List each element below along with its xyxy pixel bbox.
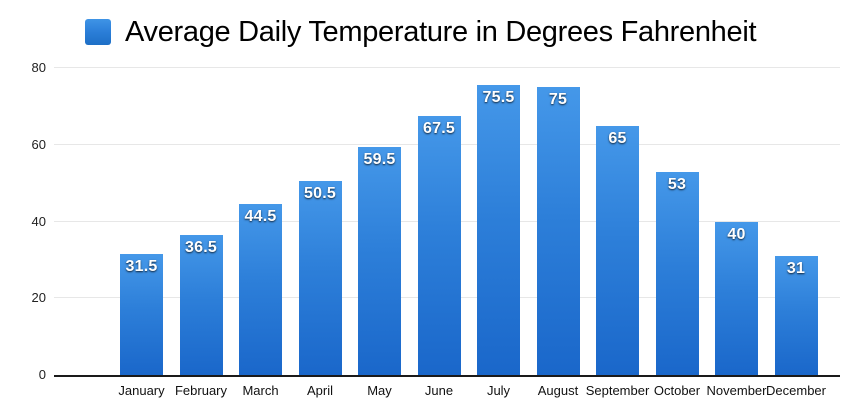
x-axis-label-june: June (424, 383, 454, 398)
y-axis-label-20: 20 (31, 290, 46, 306)
bar-value-label-december: 31 (786, 260, 806, 278)
bar-value-label-january: 31.5 (125, 258, 158, 276)
y-axis-label-60: 60 (31, 136, 46, 152)
bar-november: 40 (715, 221, 758, 375)
bar-september: 65 (596, 125, 639, 375)
x-axis-label-april: April (306, 383, 333, 398)
y-axis-label-80: 80 (31, 60, 46, 75)
bar-value-label-july: 75.5 (482, 89, 515, 107)
plot-area: 0 20 40 60 80 31.5 January 36.5 February 44.5 Marc… (32, 60, 840, 398)
gridline-80 (54, 67, 840, 68)
bar-january: 31.5 (120, 254, 163, 375)
bar-march: 44.5 (239, 204, 282, 375)
bar-april: 50.5 (298, 181, 342, 375)
bar-value-label-october: 53 (667, 175, 687, 193)
bar-value-label-november: 40 (727, 225, 746, 243)
chart-title: Average Daily Temperature in Degrees Fah… (125, 16, 757, 48)
bar-december: 31 (774, 256, 818, 375)
bar-value-label-september: 65 (608, 129, 627, 147)
bar-value-label-august: 75 (548, 91, 568, 109)
series-legend-swatch-icon (85, 19, 111, 45)
bar-october: 53 (655, 171, 699, 375)
x-axis-label-august: August (537, 383, 579, 398)
x-axis-label-october: October (653, 383, 701, 398)
x-axis-label-july: July (486, 383, 511, 398)
y-axis-label-40: 40 (31, 213, 46, 229)
x-axis-label-september: September (585, 383, 650, 398)
x-axis-label-december: December (766, 383, 826, 398)
bar-july: 75.5 (477, 85, 520, 375)
x-axis-label-february: February (174, 383, 228, 398)
x-axis-label-november: November (706, 383, 767, 398)
y-axis-label-0: 0 (38, 367, 46, 382)
bar-february: 36.5 (179, 234, 223, 375)
chart-header: Average Daily Temperature in Degrees Fah… (85, 14, 757, 50)
bar-value-label-april: 50.5 (304, 185, 336, 203)
bar-value-label-may: 59.5 (363, 150, 396, 168)
x-axis-label-march: March (242, 383, 279, 398)
x-axis-label-january: January (118, 383, 165, 398)
x-axis-label-may: May (367, 383, 392, 398)
bar-august: 75 (536, 87, 580, 375)
bar-june: 67.5 (417, 115, 461, 375)
bar-value-label-june: 67.5 (423, 119, 455, 137)
bar-value-label-march: 44.5 (244, 208, 277, 226)
bar-value-label-february: 36.5 (185, 238, 217, 256)
bar-may: 59.5 (358, 146, 401, 375)
